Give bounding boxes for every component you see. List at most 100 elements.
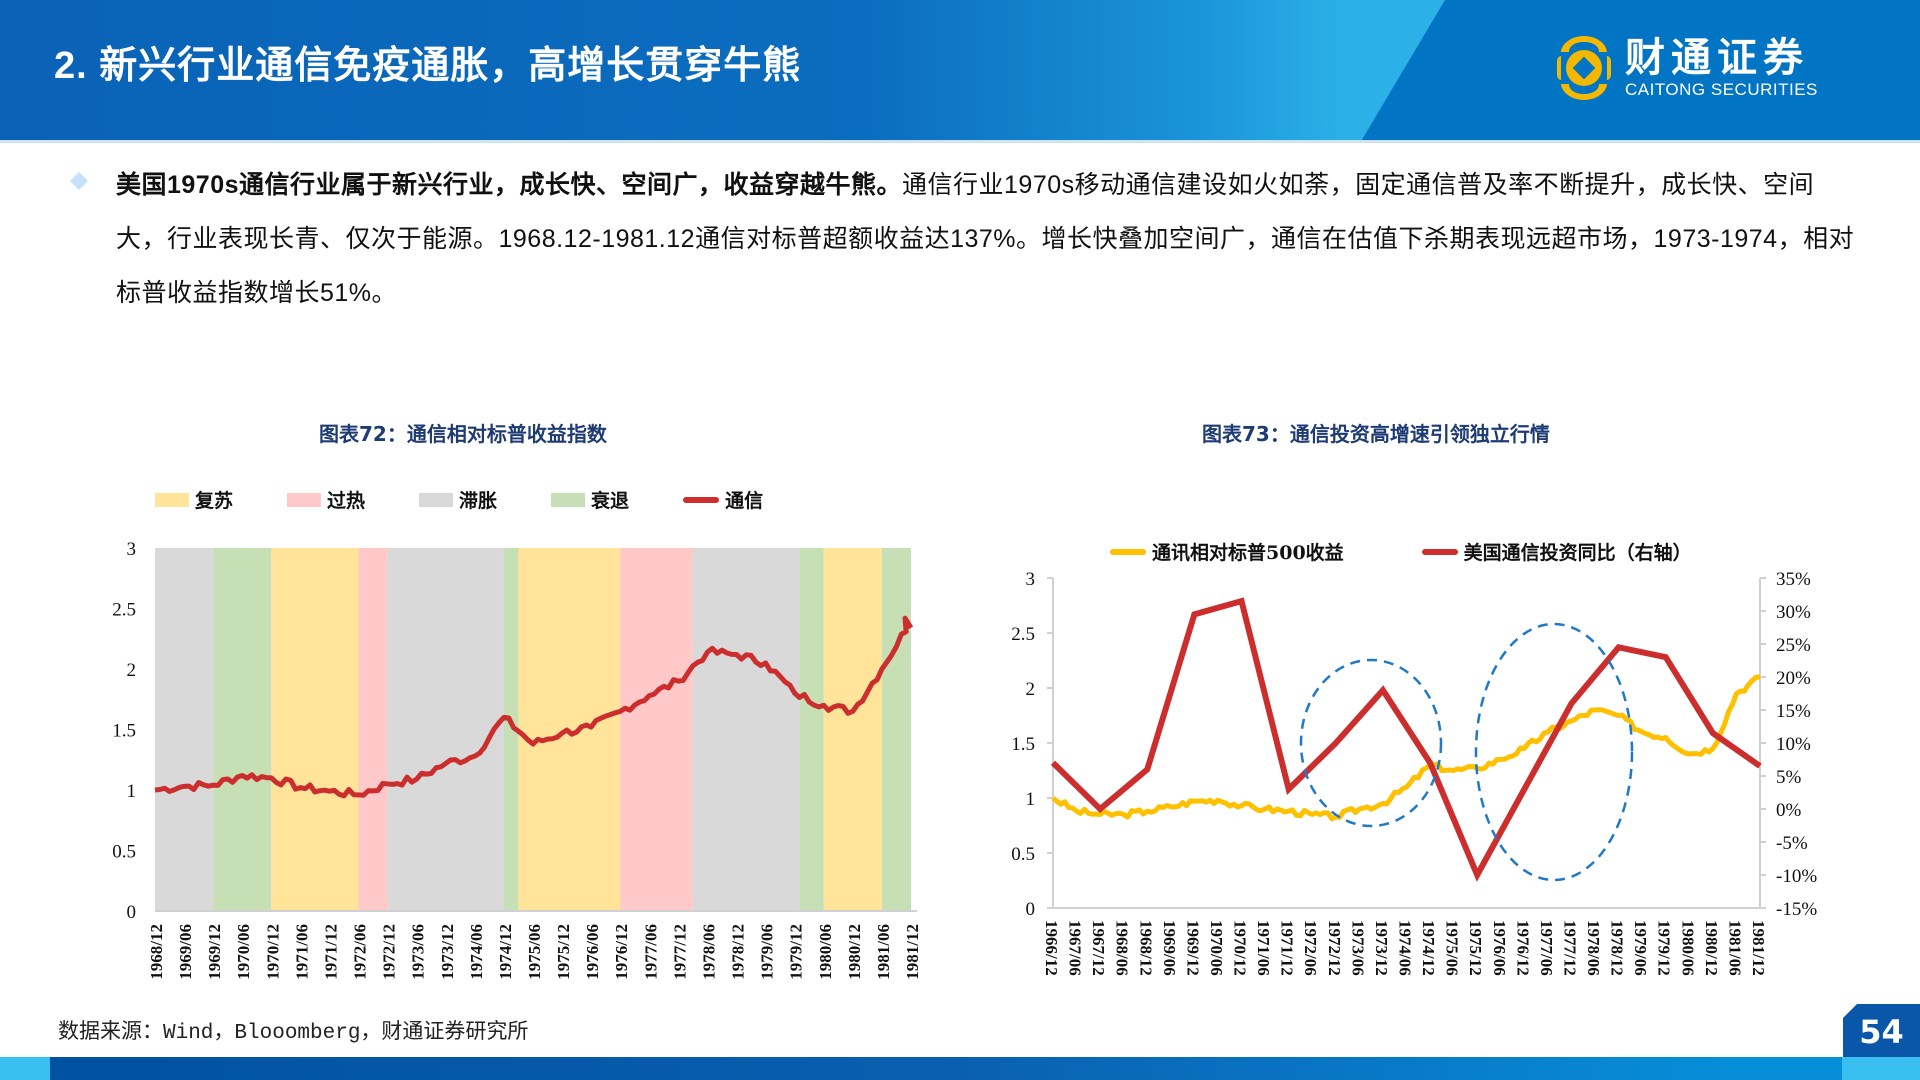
page-title: 2. 新兴行业通信免疫通胀，高增长贯穿牛熊	[54, 45, 802, 87]
x-tick-label: 1972/12	[380, 924, 399, 980]
x-tick-label: 1971/12	[321, 924, 340, 980]
y2-tick-label: -5%	[1776, 833, 1808, 854]
phase-band	[213, 548, 272, 911]
y-tick-label: 2.5	[112, 600, 136, 621]
x-tick-label: 1976/12	[1513, 920, 1532, 976]
x-tick-label: 1970/12	[1231, 920, 1250, 976]
x-tick-label: 1973/06	[1348, 920, 1367, 976]
y-tick-label: 2	[127, 660, 137, 681]
chart72-legend: 复苏 过热 滞胀 衰退 通信	[155, 486, 763, 513]
x-tick-label: 1974/12	[1419, 920, 1438, 976]
x-tick-label: 1978/06	[699, 924, 718, 980]
phase-band	[503, 548, 519, 911]
header-diagonal-panel	[1360, 0, 1920, 143]
chart73-plot: 0 0.5 1 1.5 2 2.5 3 -15% -10% -5% 0% 5% 10% 15% 20% 25%…	[1011, 569, 1817, 976]
relative-return-line	[1051, 674, 1761, 822]
x-tick-label: 1977/06	[641, 924, 660, 980]
y-tick-label: 2	[1026, 679, 1036, 700]
y-tick-label: 0.5	[112, 842, 136, 863]
x-tick-label: 1968/12	[1136, 920, 1155, 976]
x-tick-label: 1970/06	[234, 924, 253, 980]
chart73-title: 图表73：通信投资高增速引领独立行情	[1202, 422, 1550, 446]
telecom-line	[154, 615, 914, 799]
x-tick-label: 1973/06	[409, 924, 428, 980]
x-tick-label: 1981/06	[1725, 920, 1744, 976]
summary-bold-lead: 美国1970s通信行业属于新兴行业，成长快、空间广，收益穿越牛熊。	[116, 171, 903, 199]
x-tick-label: 1980/06	[1678, 920, 1697, 976]
legend-label-recovery: 复苏	[195, 490, 234, 512]
footer-right-accent	[1842, 1057, 1920, 1080]
y-tick-label: 0	[1026, 899, 1036, 920]
phase-band	[358, 548, 388, 911]
x-tick-label: 1971/06	[1254, 920, 1273, 976]
x-tick-label: 1976/12	[612, 924, 631, 980]
x-tick-label: 1974/06	[467, 924, 486, 980]
x-tick-label: 1971/06	[292, 924, 311, 980]
x-tick-label: 1969/06	[1160, 920, 1179, 976]
footer-bar	[0, 1057, 1920, 1080]
y-tick-label: 2.5	[1011, 624, 1035, 645]
y2-tick-label: 15%	[1776, 701, 1811, 722]
highlight-ellipse-1973-1974	[1299, 658, 1443, 828]
x-tick-label: 1969/12	[205, 924, 224, 980]
legend-item-telecom: 通信	[683, 486, 763, 513]
legend-item-relative-return: 通讯相对标普500收益	[1110, 538, 1344, 565]
x-tick-label: 1966/12	[1042, 920, 1061, 976]
company-logo: 财通证券 CAITONG SECURITIES	[1555, 32, 1818, 104]
x-tick-label: 1972/06	[351, 924, 370, 980]
y-tick-label: 0	[127, 902, 137, 923]
legend-label-overheat: 过热	[327, 490, 366, 512]
chart72-plot: 0 0.5 1 1.5 2 2.5 3 1968/12 1969/06 1969/12 1970/0…	[112, 539, 922, 980]
summary-body: 通信行业1970s移动通信建设如火如荼，固定通信普及率不断提升，成长快、空间大，…	[116, 171, 1855, 307]
x-tick-label: 1969/12	[1183, 920, 1202, 976]
phase-band	[155, 548, 214, 911]
phase-band	[620, 548, 693, 911]
y2-tick-label: 35%	[1776, 569, 1811, 590]
x-tick-label: 1977/06	[1537, 920, 1556, 976]
legend-label-stagflation: 滞胀	[459, 490, 498, 512]
x-tick-label: 1972/12	[1325, 920, 1344, 976]
y-tick-label: 1.5	[1011, 734, 1035, 755]
x-tick-label: 1972/06	[1301, 920, 1320, 976]
x-tick-label: 1981/12	[1749, 920, 1768, 976]
header-divider	[0, 140, 1920, 143]
x-tick-label: 1980/12	[1702, 920, 1721, 976]
highlight-ellipse-1975-1978	[1474, 622, 1634, 882]
legend-item-investment-yoy: 美国通信投资同比（右轴）	[1421, 538, 1692, 565]
legend-item-recovery: 复苏	[155, 486, 233, 513]
stagflation-swatch-icon	[419, 492, 454, 507]
x-tick-label: 1977/12	[670, 924, 689, 980]
y-tick-label: 1	[127, 781, 137, 802]
x-tick-label: 1971/12	[1278, 920, 1297, 976]
y-tick-label: 1.5	[112, 721, 136, 742]
y2-tick-label: 20%	[1776, 668, 1811, 689]
legend-label-recession: 衰退	[591, 490, 630, 512]
logo-english-name: CAITONG SECURITIES	[1625, 80, 1818, 99]
y2-tick-label: 10%	[1776, 734, 1811, 755]
x-tick-label: 1968/06	[1113, 920, 1132, 976]
y2-tick-label: 0%	[1776, 800, 1802, 821]
red-line-swatch-icon	[1421, 548, 1458, 555]
x-tick-label: 1980/06	[816, 924, 835, 980]
x-tick-label: 1980/12	[845, 924, 864, 980]
phase-band	[387, 548, 504, 911]
phase-band	[692, 548, 800, 911]
telecom-line-swatch-icon	[683, 496, 720, 503]
yellow-line-swatch-icon	[1110, 548, 1146, 555]
x-tick-label: 1981/06	[874, 924, 893, 980]
x-tick-label: 1974/06	[1396, 920, 1415, 976]
y2-tick-label: 5%	[1776, 767, 1802, 788]
caitong-logo-icon	[1557, 36, 1611, 100]
phase-band	[881, 548, 911, 911]
x-tick-label: 1979/12	[1655, 920, 1674, 976]
chart72-title: 图表72：通信相对标普收益指数	[319, 422, 607, 446]
x-tick-label: 1979/06	[758, 924, 777, 980]
x-tick-label: 1975/06	[1443, 920, 1462, 976]
legend-item-overheat: 过热	[287, 486, 365, 513]
x-tick-label: 1968/12	[147, 924, 166, 980]
legend-label-investment-yoy: 美国通信投资同比（右轴）	[1463, 542, 1692, 564]
y-tick-label: 3	[127, 539, 137, 560]
x-tick-label: 1978/12	[729, 924, 748, 980]
x-tick-label: 1975/06	[525, 924, 544, 980]
